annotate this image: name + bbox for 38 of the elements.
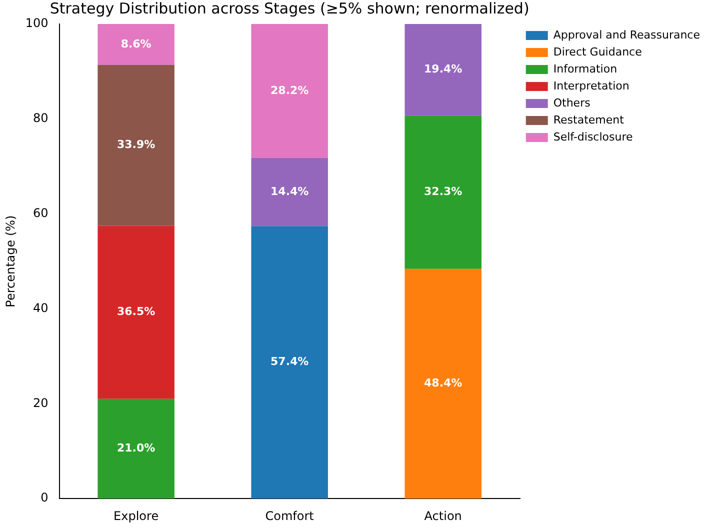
legend-label: Approval and Reassurance [553, 28, 700, 42]
data-label: 36.5% [116, 305, 156, 318]
bar [404, 268, 482, 499]
chart-title: Strategy Distribution across Stages (≥5% shown; renormalized) [50, 0, 530, 18]
data-label: 33.9% [116, 138, 156, 152]
y-tick-label: 80 [33, 111, 48, 126]
legend-label: Information [553, 62, 618, 76]
bar [251, 226, 328, 499]
y-tick-label: 0 [40, 490, 48, 505]
x-tick-label: Comfort [265, 508, 314, 523]
y-tick-label: 60 [33, 206, 48, 220]
bar [251, 158, 328, 226]
legend-label: Interpretation [553, 79, 630, 92]
y-tick-label: 100 [25, 16, 48, 30]
bar [251, 24, 328, 158]
data-label: 14.4% [270, 184, 309, 198]
bar [404, 116, 482, 269]
legend-label: Restatement [553, 113, 625, 126]
y-tick-label: 40 [33, 300, 48, 315]
x-tick-label: Explore [114, 508, 159, 523]
data-label: 21.0% [116, 442, 156, 455]
legend-label: Direct Guidance [553, 45, 642, 58]
y-axis-title: Percentage (%) [3, 215, 18, 308]
data-label: 19.4% [424, 62, 462, 76]
data-label: 8.6% [120, 37, 152, 50]
data-label: 32.3% [424, 185, 462, 198]
data-label: 48.4% [424, 376, 462, 390]
bar [98, 64, 174, 226]
y-tick-label: 20 [33, 396, 48, 410]
legend-label: Self-disclosure [553, 130, 633, 144]
x-tick-label: Action [424, 508, 462, 523]
bar [98, 398, 174, 499]
legend-label: Others [553, 96, 591, 110]
bar [98, 226, 174, 399]
bar [98, 24, 174, 65]
bar [404, 24, 482, 116]
data-label: 57.4% [270, 355, 309, 368]
data-label: 28.2% [270, 84, 309, 97]
